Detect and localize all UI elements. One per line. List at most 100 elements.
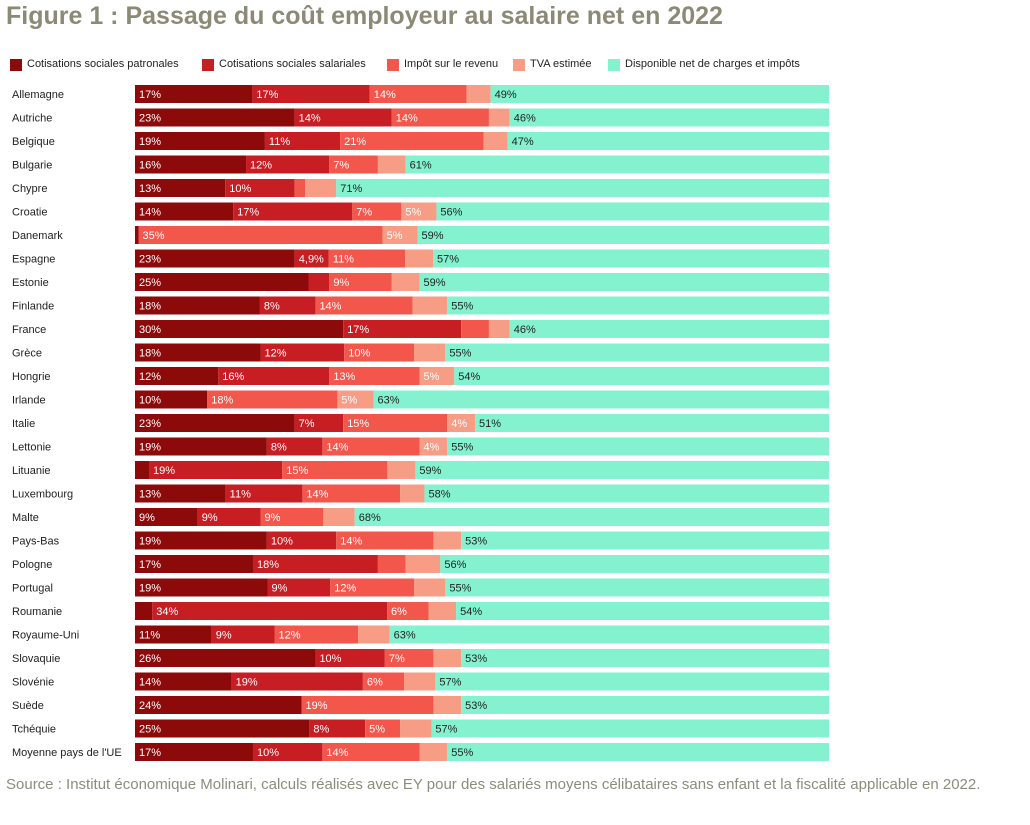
- data-label-pologne-disponible-net-de-charges-et-impots: 56%: [444, 559, 466, 571]
- bar-moyenne-pays-de-l-ue-cotisations-sociales-patronales: [135, 743, 253, 761]
- bar-danemark-disponible-net-de-charges-et-impots: [417, 226, 829, 244]
- data-label-italie-cotisations-sociales-salariales: 7%: [299, 418, 315, 430]
- data-label-tchequie-cotisations-sociales-salariales: 8%: [313, 724, 329, 736]
- category-label-autriche: Autriche: [12, 113, 52, 125]
- bar-hongrie-disponible-net-de-charges-et-impots: [454, 367, 829, 385]
- bar-allemagne-tva-estimee: [466, 85, 491, 103]
- data-label-croatie-cotisations-sociales-patronales: 14%: [139, 207, 161, 219]
- bar-irlande-cotisations-sociales-patronales: [135, 390, 208, 409]
- bar-grece-tva-estimee: [413, 343, 446, 362]
- bar-grece-disponible-net-de-charges-et-impots: [445, 343, 829, 362]
- data-label-allemagne-cotisations-sociales-patronales: 17%: [139, 89, 161, 101]
- data-label-croatie-cotisations-sociales-salariales: 17%: [237, 207, 259, 219]
- legend-label-salariales: Cotisations sociales salariales: [219, 58, 366, 70]
- bar-roumanie-cotisations-sociales-salariales: [152, 602, 388, 620]
- data-label-slovenie-cotisations-sociales-salariales: 19%: [236, 677, 258, 689]
- bar-lettonie-cotisations-sociales-patronales: [135, 437, 267, 456]
- data-label-slovaquie-disponible-net-de-charges-et-impots: 53%: [465, 653, 487, 665]
- bar-bulgarie-impot-sur-le-revenu: [329, 155, 378, 174]
- bar-suede-tva-estimee: [433, 696, 462, 714]
- bar-lituanie-impot-sur-le-revenu: [282, 461, 388, 479]
- bar-italie-cotisations-sociales-salariales: [294, 414, 344, 432]
- data-label-lituanie-cotisations-sociales-salariales: 19%: [153, 465, 175, 477]
- data-label-portugal-cotisations-sociales-patronales: 19%: [139, 583, 161, 595]
- category-label-malte: Malte: [12, 512, 39, 524]
- bar-luxembourg-cotisations-sociales-salariales: [225, 484, 303, 503]
- bar-moyenne-pays-de-l-ue-tva-estimee: [419, 743, 448, 761]
- bar-finlande-tva-estimee: [412, 296, 448, 315]
- bar-royaume-uni-disponible-net-de-charges-et-impots: [389, 625, 829, 644]
- bar-malte-cotisations-sociales-patronales: [135, 508, 198, 526]
- category-label-pologne: Pologne: [12, 559, 52, 571]
- bar-malte-impot-sur-le-revenu: [260, 508, 324, 526]
- data-label-irlande-tva-estimee: 5%: [341, 395, 357, 407]
- data-label-grece-impot-sur-le-revenu: 10%: [348, 348, 370, 360]
- bar-espagne-cotisations-sociales-salariales: [294, 249, 329, 268]
- category-label-slovaquie: Slovaquie: [12, 653, 60, 665]
- data-label-moyenne-pays-de-l-ue-cotisations-sociales-patronales: 17%: [139, 747, 161, 759]
- bar-france-tva-estimee: [488, 320, 510, 338]
- data-label-lettonie-cotisations-sociales-salariales: 8%: [271, 442, 287, 454]
- legend-swatch-disponible: [608, 59, 620, 71]
- bar-hongrie-tva-estimee: [419, 367, 455, 385]
- category-label-roumanie: Roumanie: [12, 606, 62, 618]
- bar-autriche-cotisations-sociales-salariales: [294, 108, 392, 127]
- category-label-irlande: Irlande: [12, 395, 46, 407]
- bar-pologne-cotisations-sociales-salariales: [252, 555, 378, 573]
- bar-belgique-cotisations-sociales-salariales: [264, 132, 341, 150]
- bar-allemagne-impot-sur-le-revenu: [369, 85, 467, 103]
- data-label-pologne-cotisations-sociales-patronales: 17%: [139, 559, 161, 571]
- data-label-suede-disponible-net-de-charges-et-impots: 53%: [465, 700, 487, 712]
- data-label-france-cotisations-sociales-salariales: 17%: [347, 324, 369, 336]
- data-label-grece-disponible-net-de-charges-et-impots: 55%: [449, 348, 471, 360]
- data-label-slovaquie-cotisations-sociales-patronales: 26%: [139, 653, 161, 665]
- data-label-lituanie-disponible-net-de-charges-et-impots: 59%: [419, 465, 441, 477]
- category-label-italie: Italie: [12, 418, 35, 430]
- data-label-belgique-cotisations-sociales-patronales: 19%: [139, 136, 161, 148]
- bar-autriche-impot-sur-le-revenu: [391, 108, 489, 127]
- data-label-estonie-disponible-net-de-charges-et-impots: 59%: [424, 277, 446, 289]
- category-label-tchequie: Tchéquie: [12, 724, 56, 736]
- legend-swatch-patronales: [10, 59, 22, 71]
- bar-slovaquie-cotisations-sociales-patronales: [135, 649, 316, 667]
- bar-pologne-cotisations-sociales-patronales: [135, 555, 253, 573]
- data-label-estonie-impot-sur-le-revenu: 9%: [333, 277, 349, 289]
- data-label-autriche-impot-sur-le-revenu: 14%: [396, 113, 418, 125]
- bar-bulgarie-tva-estimee: [377, 155, 406, 174]
- bar-royaume-uni-cotisations-sociales-patronales: [135, 625, 212, 644]
- bar-chypre-cotisations-sociales-patronales: [135, 179, 226, 197]
- bar-finlande-cotisations-sociales-salariales: [259, 296, 316, 315]
- bar-chypre-cotisations-sociales-salariales: [225, 179, 295, 197]
- bar-espagne-disponible-net-de-charges-et-impots: [433, 249, 829, 268]
- data-label-lettonie-disponible-net-de-charges-et-impots: 55%: [451, 442, 473, 454]
- data-label-belgique-disponible-net-de-charges-et-impots: 47%: [512, 136, 534, 148]
- bar-italie-impot-sur-le-revenu: [343, 414, 448, 432]
- data-label-chypre-disponible-net-de-charges-et-impots: 71%: [340, 183, 362, 195]
- category-label-royaume-uni: Royaume-Uni: [12, 630, 79, 642]
- category-label-slovenie: Slovénie: [12, 677, 54, 689]
- bar-lettonie-disponible-net-de-charges-et-impots: [447, 437, 829, 456]
- bar-lituanie-tva-estimee: [387, 461, 416, 479]
- data-label-danemark-impot-sur-le-revenu: 35%: [142, 230, 164, 242]
- bar-slovenie-disponible-net-de-charges-et-impots: [435, 672, 829, 691]
- category-label-belgique: Belgique: [12, 136, 55, 148]
- bar-finlande-disponible-net-de-charges-et-impots: [447, 296, 829, 315]
- bar-bulgarie-cotisations-sociales-salariales: [246, 155, 330, 174]
- bar-luxembourg-disponible-net-de-charges-et-impots: [424, 484, 829, 503]
- data-label-autriche-cotisations-sociales-salariales: 14%: [299, 113, 321, 125]
- category-label-moyenne-pays-de-l-ue: Moyenne pays de l'UE: [12, 747, 122, 759]
- category-label-espagne: Espagne: [12, 254, 55, 266]
- data-label-slovenie-cotisations-sociales-patronales: 14%: [139, 677, 161, 689]
- bar-croatie-cotisations-sociales-salariales: [233, 202, 353, 221]
- data-label-suede-impot-sur-le-revenu: 19%: [306, 700, 328, 712]
- data-label-belgique-impot-sur-le-revenu: 21%: [344, 136, 366, 148]
- data-label-malte-cotisations-sociales-salariales: 9%: [202, 512, 218, 524]
- category-label-france: France: [12, 324, 46, 336]
- data-label-portugal-disponible-net-de-charges-et-impots: 55%: [449, 583, 471, 595]
- data-label-slovaquie-impot-sur-le-revenu: 7%: [389, 653, 405, 665]
- data-label-portugal-cotisations-sociales-salariales: 9%: [272, 583, 288, 595]
- data-label-roumanie-cotisations-sociales-salariales: 34%: [156, 606, 178, 618]
- legend-swatch-impot: [387, 59, 399, 71]
- bar-france-cotisations-sociales-patronales: [135, 320, 344, 338]
- data-label-pologne-cotisations-sociales-salariales: 18%: [257, 559, 279, 571]
